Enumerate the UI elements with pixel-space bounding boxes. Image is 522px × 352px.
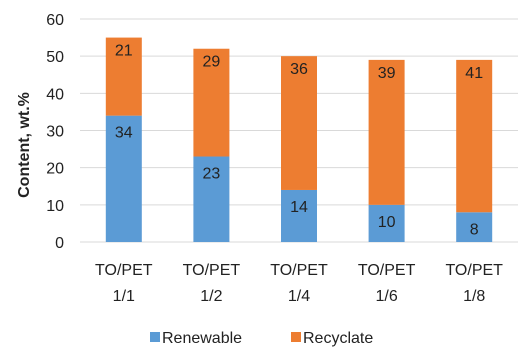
x-tick-label: TO/PET	[358, 262, 416, 279]
x-tick-label: TO/PET	[95, 262, 153, 279]
legend-swatch-renewable	[150, 332, 160, 342]
data-label: 14	[290, 199, 308, 216]
y-tick-label: 10	[46, 198, 64, 215]
data-label: 23	[203, 166, 221, 183]
x-axis-ticks: TO/PET 1/1 TO/PET 1/2 TO/PET 1/4 TO/PET 1/6 TO/P…	[95, 262, 503, 305]
bar-renewable-1	[105, 115, 142, 242]
y-tick-label: 40	[46, 86, 64, 103]
bar-renewable-5	[456, 212, 493, 242]
data-label: 29	[203, 54, 221, 71]
x-tick-label: 1/4	[288, 288, 310, 305]
bars	[105, 37, 493, 242]
y-axis-label: Content, wt.%	[16, 92, 33, 198]
bar-renewable-2	[193, 156, 230, 242]
x-tick-label: 1/6	[375, 288, 397, 305]
y-axis-ticks: 0 10 20 30 40 50 60	[46, 12, 64, 252]
bar-renewable-3	[281, 189, 317, 242]
bar-recyclate-2	[193, 48, 230, 157]
y-tick-label: 20	[46, 161, 64, 178]
x-tick-label: 1/1	[113, 288, 135, 305]
bar-recyclate-1	[105, 37, 142, 116]
data-label: 10	[378, 214, 396, 231]
y-tick-label: 0	[55, 235, 64, 252]
bar-recyclate-3	[281, 56, 317, 190]
x-tick-label: 1/2	[200, 288, 222, 305]
bar-recyclate-5	[456, 59, 493, 213]
x-tick-label: TO/PET	[183, 262, 241, 279]
x-tick-label: TO/PET	[270, 262, 328, 279]
data-label: 36	[290, 61, 308, 78]
legend-label-recyclate: Recyclate	[303, 330, 373, 347]
x-tick-label: 1/8	[463, 288, 485, 305]
data-label: 34	[115, 125, 133, 142]
bar-recyclate-4	[368, 59, 405, 205]
y-tick-label: 30	[46, 124, 64, 141]
data-labels: 34 21 23 29 14 36 10 39 8 41	[115, 43, 483, 239]
data-label: 41	[465, 65, 483, 82]
data-label: 21	[115, 43, 133, 60]
legend-label-renewable: Renewable	[162, 330, 242, 347]
legend: Renewable Recyclate	[150, 330, 373, 347]
y-tick-label: 60	[46, 12, 64, 29]
y-tick-label: 50	[46, 49, 64, 66]
bar-renewable-4	[368, 204, 405, 242]
legend-swatch-recyclate	[291, 332, 301, 342]
data-label: 8	[470, 221, 479, 238]
data-label: 39	[378, 65, 396, 82]
x-tick-label: TO/PET	[445, 262, 503, 279]
